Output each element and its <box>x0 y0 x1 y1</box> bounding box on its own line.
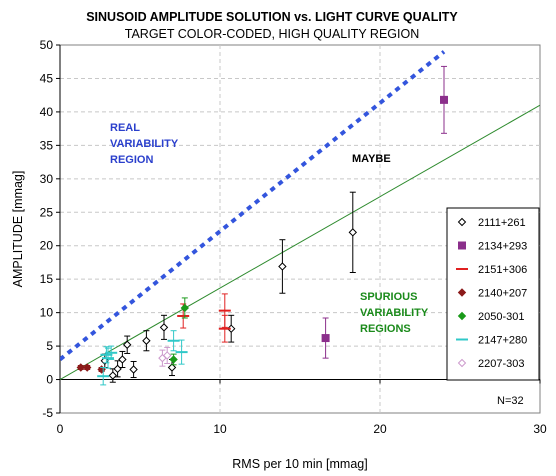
x-tick-label: 30 <box>533 422 547 436</box>
legend-marker <box>457 311 467 321</box>
y-tick-label: 15 <box>40 272 54 286</box>
chart-title: SINUSOID AMPLITUDE SOLUTION vs. LIGHT CU… <box>86 10 458 24</box>
series-2134+293 <box>321 65 448 359</box>
legend-marker <box>458 241 466 250</box>
series-2207-303 <box>158 346 172 367</box>
x-tick-label: 20 <box>373 422 387 436</box>
legend-label: 2050-301 <box>478 311 525 323</box>
data-point <box>122 340 132 349</box>
legend-marker <box>457 288 467 297</box>
legend: 2111+261 2134+293 2151+306 2140+207 2050-301… <box>446 207 540 381</box>
data-point <box>82 363 92 372</box>
series-2050-301 <box>169 297 190 366</box>
annotation-real-1: REAL <box>110 122 140 134</box>
x-tick-label: 10 <box>213 422 227 436</box>
x-tick-label: 0 <box>57 422 64 436</box>
y-tick-label: -5 <box>42 406 53 420</box>
annotation-real-3: REGION <box>110 154 153 166</box>
real-variability-line <box>60 50 446 362</box>
data-point <box>76 363 86 372</box>
data-point <box>348 228 358 237</box>
legend-label: 2207-303 <box>478 358 525 370</box>
x-axis-label: RMS per 10 min [mmag] <box>232 457 367 471</box>
chart-subtitle: TARGET COLOR-CODED, HIGH QUALITY REGION <box>125 27 419 41</box>
annotation-maybe: MAYBE <box>352 153 391 165</box>
legend-label: 2134+293 <box>478 241 527 253</box>
legend-label: 2140+207 <box>478 288 527 300</box>
y-tick-label: 45 <box>40 71 54 85</box>
y-tick-label: 20 <box>40 239 54 253</box>
data-point <box>142 336 151 345</box>
axes: -5 0 5 10 15 20 25 30 35 40 45 50 0 10 20 30 <box>40 38 547 436</box>
series-2140+207 <box>76 363 106 374</box>
data-point <box>159 323 169 332</box>
reference-lines <box>60 50 540 380</box>
legend-label: 2151+306 <box>478 264 527 276</box>
y-axis-label: AMPLITUDE [mmag] <box>11 171 25 288</box>
data-point <box>321 334 330 343</box>
annotation-spurious-3: REGIONS <box>360 323 411 335</box>
annotation-real-2: VARIABILITY <box>110 138 179 150</box>
annotation-spurious-2: VARIABILITY <box>360 307 429 319</box>
data-point <box>278 262 287 271</box>
y-tick-label: 50 <box>40 38 54 52</box>
y-tick-label: 35 <box>40 138 54 152</box>
data-point <box>167 363 177 372</box>
data-point <box>440 95 448 104</box>
data-point <box>118 355 127 364</box>
data-points <box>76 65 448 386</box>
data-point <box>129 365 138 374</box>
y-tick-label: 10 <box>40 306 54 320</box>
data-point <box>180 303 190 313</box>
y-tick-label: 25 <box>40 205 54 219</box>
data-point <box>108 371 118 380</box>
y-tick-label: 30 <box>40 172 54 186</box>
series-2147+280 <box>97 330 188 386</box>
data-point <box>169 355 178 364</box>
legend-label: 2147+280 <box>478 335 527 347</box>
spurious-threshold-line <box>60 104 540 380</box>
legend-marker <box>457 358 467 368</box>
annotation-n: N=32 <box>497 395 524 407</box>
data-point <box>162 351 172 360</box>
series-2111+261 <box>100 191 358 383</box>
y-tick-label: 40 <box>40 105 54 119</box>
legend-label: 2111+261 <box>478 217 526 229</box>
y-tick-label: 0 <box>46 373 53 387</box>
annotation-spurious-1: SPURIOUS <box>360 291 417 303</box>
y-tick-label: 5 <box>46 339 53 353</box>
data-point <box>226 324 236 333</box>
legend-marker <box>457 217 467 227</box>
